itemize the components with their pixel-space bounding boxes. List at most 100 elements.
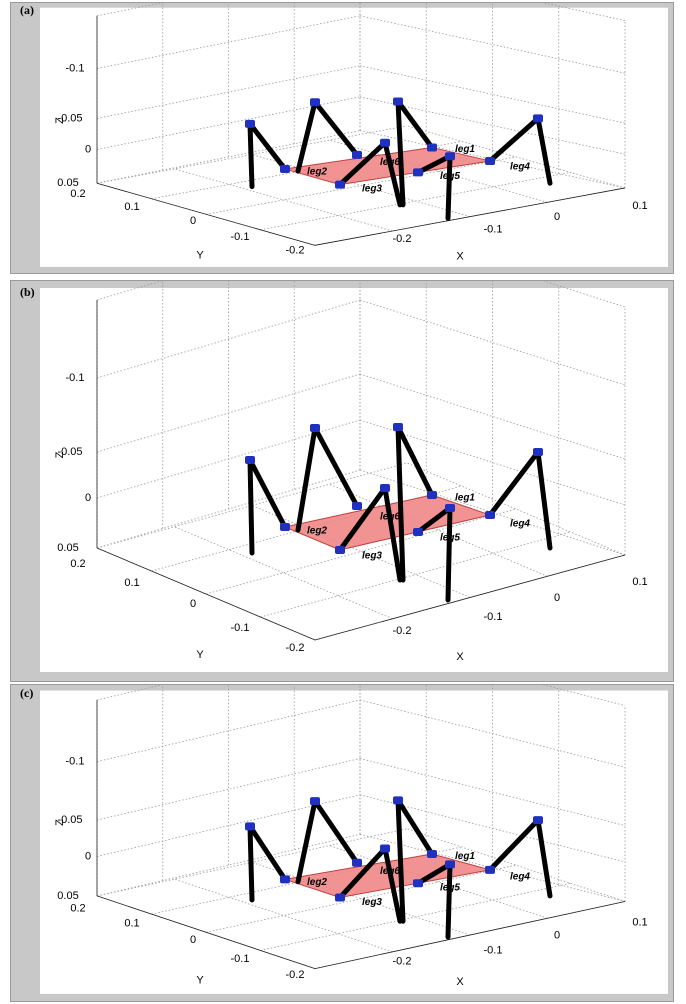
z-tick-label: -0.1 [66,372,85,384]
z-tick-label: -0.05 [57,112,82,124]
joint [427,491,437,499]
grid-line [406,125,626,189]
leg-label: leg1 [455,144,475,155]
grid-line [329,139,548,203]
y-tick-label: 0.2 [70,902,85,914]
leg-segment [247,457,255,556]
joint [380,138,390,147]
y-tick-label: 0.1 [124,577,139,589]
axis-line [96,895,316,969]
panel-label: (b) [20,285,35,299]
z-tick-label: 0.05 [57,177,78,189]
leg-label: leg5 [440,533,460,544]
z-tick-label: 0 [85,850,91,862]
leg-segment [295,798,318,885]
joint [335,546,345,554]
leg-label: leg6 [380,157,400,168]
leg-label: leg4 [510,872,530,883]
axis-line [314,554,626,641]
leg-label: leg5 [440,171,460,182]
grid-line [359,758,626,827]
x-tick-label: -0.2 [393,955,412,967]
joint [352,502,362,510]
x-tick-label: 0 [554,929,560,941]
z-tick-label: 0 [85,492,91,504]
leg-segment [487,115,541,164]
joint [533,448,543,456]
leg-segment [247,823,255,903]
joint [485,156,495,165]
x-tick-label: 0 [554,211,560,223]
joint [335,180,345,189]
leg-segment [247,121,255,190]
grid-line [251,505,471,598]
leg-segment [295,425,318,533]
leg-segment [337,485,388,553]
joint [533,114,543,123]
grid-line [359,299,626,386]
z-axis-label: Z [54,819,66,826]
x-tick-label: -0.2 [393,625,412,637]
leg-label: leg1 [455,851,475,862]
y-tick-label: 0.1 [124,917,139,929]
leg-label: leg2 [307,166,327,177]
joint [427,143,437,152]
leg-segment [415,505,453,535]
x-tick-label: -0.2 [393,233,412,245]
joint [335,893,345,902]
leg-segment [247,457,288,530]
y-tick-label: 0 [190,215,196,227]
grid-line [151,485,462,572]
grid-line [96,65,361,119]
leg-segment [445,153,453,221]
joint [245,119,255,128]
axis-line [314,187,626,246]
z-tick-label: -0.1 [66,62,85,74]
grid-line [251,154,471,218]
leg-segment [487,449,541,518]
leg-label: leg3 [362,183,382,194]
leg-segment [312,99,360,158]
joint [533,816,543,825]
joint [393,796,403,805]
z-tick-label: 0.05 [57,542,78,554]
leg-segment [395,797,406,924]
grid-line [542,281,626,308]
leg-segment [535,817,553,899]
panel: (c) -0.1 -0.05 0 0.05 0.2 0.1 0 -0.1 -0.2 -0.2 -0.1… [10,684,674,1002]
grid-line [96,833,361,897]
leg-label: leg1 [455,493,475,504]
z-tick-label: -0.1 [66,756,85,768]
x-tick-label: 0.1 [632,917,647,929]
leg-label: leg6 [380,512,400,523]
joint [280,165,290,174]
grid-line [96,699,361,763]
leg-segment [337,140,388,188]
x-tick-label: 0.1 [632,200,647,212]
grid-line [260,172,571,231]
leg-segment [395,99,406,208]
joint [352,858,362,867]
x-axis-label: X [456,976,464,988]
joint [352,150,362,159]
joint [445,860,455,869]
grid-line [174,168,393,232]
leg-segment [395,424,435,498]
x-tick-label: -0.1 [484,944,503,956]
plot: (c) -0.1 -0.05 0 0.050.2 0.1 0 -0.1 -0.2 -0.2 -0.1… [20,685,668,994]
plot: (b) -0.1 -0.05 0 0.05 0.2 0.1 0 -0.1 -0.2 -0.2 -0.1… [20,281,668,672]
leg-label: leg2 [307,877,327,888]
leg-segment [312,798,360,866]
leg-segment [312,425,360,509]
leg-segment [445,861,453,940]
grid-line [260,531,571,618]
grid-line [96,15,361,69]
z-tick-label: 0 [85,143,91,155]
grid-line [96,758,361,821]
joint [413,528,423,536]
plot-area [40,288,668,672]
leg-segment [395,797,435,857]
grid-line [205,864,517,933]
leg-label: leg4 [510,519,530,530]
leg-label: leg2 [307,526,327,537]
